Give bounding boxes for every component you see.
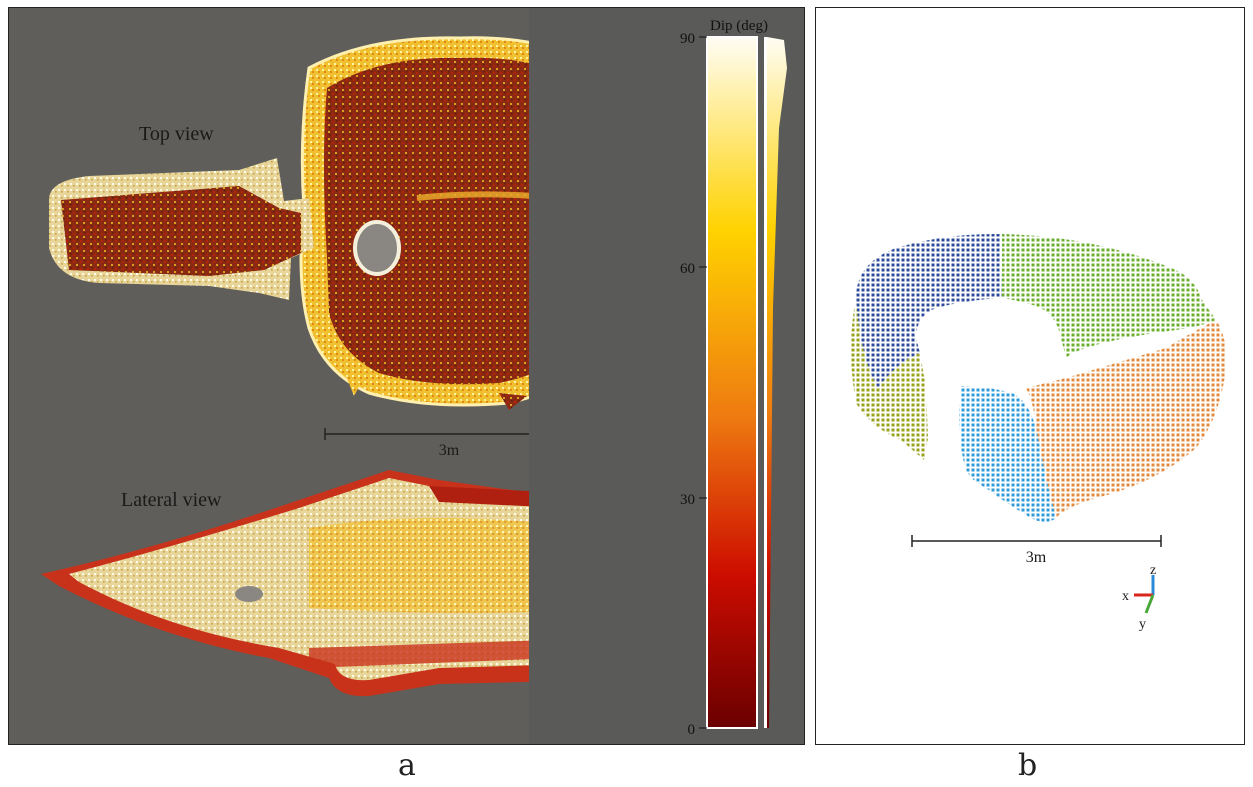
axis-triad: z x y [1122, 563, 1156, 632]
axis-label-y: y [1139, 617, 1146, 632]
segment-olive [851, 298, 928, 460]
panel-a-point-cloud-dip: Top view 3m Lateral view Dip (deg) [8, 7, 805, 745]
panel-b-scale-bar-label: 3m [1026, 549, 1047, 566]
colorbar-gradient [706, 36, 758, 729]
colorbar-histogram-axis [764, 37, 767, 728]
colorbar-ticks: 90 60 30 0 [680, 31, 707, 738]
colorbar-title: Dip (deg) [710, 18, 768, 34]
segment-orange [1026, 320, 1227, 518]
panel-b-letter: b [1018, 748, 1038, 783]
dip-histogram [767, 37, 787, 728]
panel-b-scale-bar [911, 535, 1162, 547]
colorbar-tick-60: 60 [680, 261, 695, 277]
lateral-view-label: Lateral view [121, 489, 222, 511]
colorbar-tick-90: 90 [680, 31, 695, 47]
colorbar-tick-0: 0 [688, 722, 696, 738]
axis-label-x: x [1122, 589, 1129, 604]
panel-a-canvas: Top view 3m Lateral view Dip (deg) [41, 8, 804, 744]
colorbar-background [529, 8, 804, 744]
segment-green [1002, 234, 1216, 358]
segment-sky [959, 386, 1056, 522]
top-view-label: Top view [139, 123, 214, 145]
axis-label-z: z [1150, 563, 1156, 578]
segment-navy [856, 233, 1002, 388]
panel-a-letter: a [398, 748, 416, 783]
panel-b-canvas: 3m z x y [851, 233, 1227, 632]
colorbar-tick-30: 30 [680, 492, 695, 508]
panel-a-scale-bar-label: 3m [439, 442, 460, 459]
panel-b-segmented-ring: 3m z x y [815, 7, 1245, 745]
